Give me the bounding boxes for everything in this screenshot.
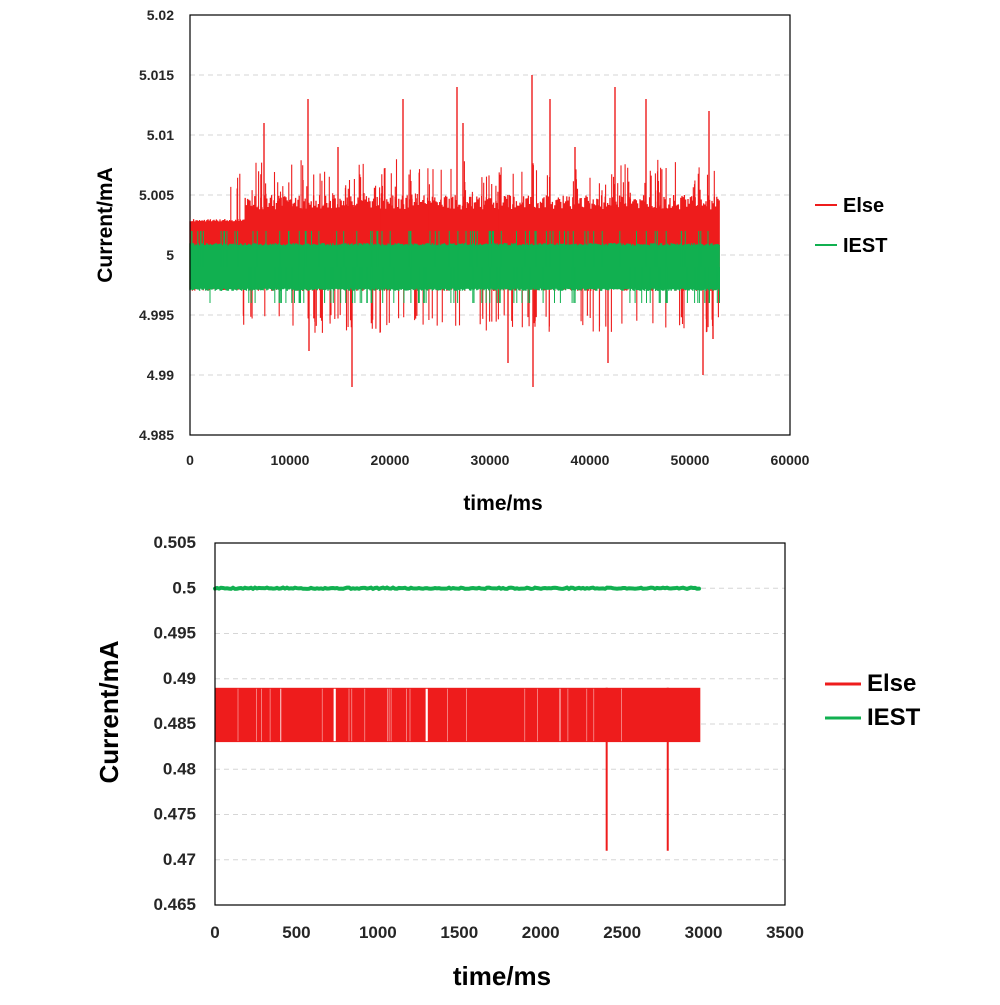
top-legend-iest-label: IEST: [843, 235, 887, 257]
top-chart-x-axis-label: time/ms: [463, 492, 542, 515]
bottom-chart-plot-area: [213, 585, 701, 851]
top-legend-else-label: Else: [843, 195, 884, 217]
y-tick-label: 5.015: [139, 67, 174, 83]
x-tick-label: 3000: [685, 923, 723, 942]
y-tick-label: 5: [166, 247, 174, 263]
bottom-chart-legend: Else IEST: [825, 670, 921, 731]
y-tick-label: 5.005: [139, 187, 174, 203]
top-chart-frame: [189, 14, 791, 436]
x-tick-label: 1000: [359, 923, 397, 942]
y-tick-label: 0.47: [163, 850, 196, 869]
bottom-chart: 0.465 0.47 0.475 0.48 0.485 0.49 0.495 0.5 0.505…: [94, 533, 921, 991]
top-chart-plot-area: [189, 75, 720, 387]
bottom-legend-iest-label: IEST: [867, 704, 921, 731]
series-iest-trace: [189, 243, 720, 291]
x-tick-label: 40000: [571, 452, 610, 468]
bottom-chart-y-ticks: 0.465 0.47 0.475 0.48 0.485 0.49 0.495 0.5 0.505: [153, 533, 196, 914]
x-tick-label: 500: [282, 923, 310, 942]
x-tick-label: 2500: [603, 923, 641, 942]
series-iest-trace: [213, 585, 701, 592]
y-tick-label: 0.505: [153, 533, 196, 552]
x-tick-label: 20000: [371, 452, 410, 468]
y-tick-label: 4.985: [139, 427, 174, 443]
bottom-chart-x-ticks: 0 500 1000 1500 2000 2500 3000 3500: [210, 923, 804, 942]
y-tick-label: 4.995: [139, 307, 174, 323]
bottom-chart-frame: [214, 542, 786, 906]
x-tick-label: 0: [186, 452, 194, 468]
top-chart: 4.985 4.99 4.995 5 5.005 5.01 5.015 5.02 0 10000…: [94, 7, 887, 515]
x-tick-label: 50000: [671, 452, 710, 468]
y-tick-label: 0.48: [163, 759, 196, 778]
x-tick-label: 1500: [440, 923, 478, 942]
y-tick-label: 5.01: [147, 127, 174, 143]
x-tick-label: 3500: [766, 923, 804, 942]
bottom-chart-y-axis-label: Current/mA: [94, 640, 124, 783]
top-chart-x-ticks: 0 10000 20000 30000 40000 50000 60000: [186, 452, 810, 468]
y-tick-label: 0.465: [153, 895, 196, 914]
y-tick-label: 5.02: [147, 7, 174, 23]
y-tick-label: 0.485: [153, 714, 196, 733]
series-iest-excursions: [191, 231, 720, 303]
series-else-band: [215, 687, 701, 743]
y-tick-label: 0.495: [153, 624, 196, 643]
y-tick-label: 0.475: [153, 805, 196, 824]
x-tick-label: 60000: [771, 452, 810, 468]
x-tick-label: 0: [210, 923, 219, 942]
y-tick-label: 0.5: [172, 578, 196, 597]
bottom-chart-x-axis-label: time/ms: [453, 961, 551, 991]
x-tick-label: 2000: [522, 923, 560, 942]
x-tick-label: 10000: [271, 452, 310, 468]
top-chart-y-ticks: 4.985 4.99 4.995 5 5.005 5.01 5.015 5.02: [139, 7, 174, 443]
top-chart-legend: Else IEST: [815, 195, 887, 257]
top-chart-y-axis-label: Current/mA: [94, 167, 117, 283]
bottom-legend-else-label: Else: [867, 670, 916, 697]
y-tick-label: 4.99: [147, 367, 174, 383]
x-tick-label: 30000: [471, 452, 510, 468]
y-tick-label: 0.49: [163, 669, 196, 688]
